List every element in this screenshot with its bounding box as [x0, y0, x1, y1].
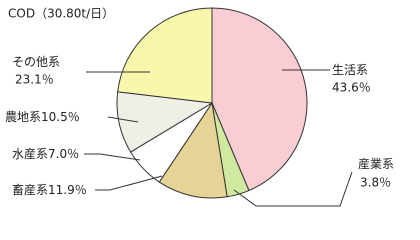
- value-label: 43.6％: [332, 81, 371, 95]
- slice-label: 畜産系11.9％: [12, 182, 87, 197]
- slice-label: 農地系10.5％: [5, 110, 80, 124]
- slice-label: 水産系7.0％: [12, 146, 79, 161]
- pie-slice: [158, 101, 228, 199]
- leader-line: [95, 175, 163, 191]
- leader-line: [233, 171, 353, 207]
- category-label: その他系: [12, 55, 60, 69]
- slice-label: 生活系: [332, 63, 368, 77]
- chart: COD（30.80t/日） 生活系 43.6％ 産業系 3.8％ 畜産系11.9％ 水産系…: [5, 7, 394, 207]
- value-label: 7.0％: [48, 147, 79, 161]
- chart-title: COD（30.80t/日）: [8, 7, 114, 21]
- leader-line: [84, 153, 141, 161]
- slice-label: 産業系: [358, 156, 394, 171]
- pie-slice: [211, 7, 308, 192]
- slice-label: その他系: [12, 55, 60, 69]
- value-label: 3.8％: [360, 176, 391, 190]
- category-label: 農地系: [5, 110, 41, 124]
- category-label: 水産系: [12, 146, 48, 161]
- category-label: 生活系: [332, 63, 368, 77]
- pie-slice: [117, 7, 213, 104]
- category-label: 産業系: [358, 156, 394, 171]
- leader-line: [107, 116, 139, 123]
- value-label: 23.1％: [15, 73, 54, 87]
- value-label: 11.9％: [48, 183, 87, 197]
- value-label: 10.5％: [41, 110, 80, 124]
- category-label: 畜産系: [12, 182, 48, 197]
